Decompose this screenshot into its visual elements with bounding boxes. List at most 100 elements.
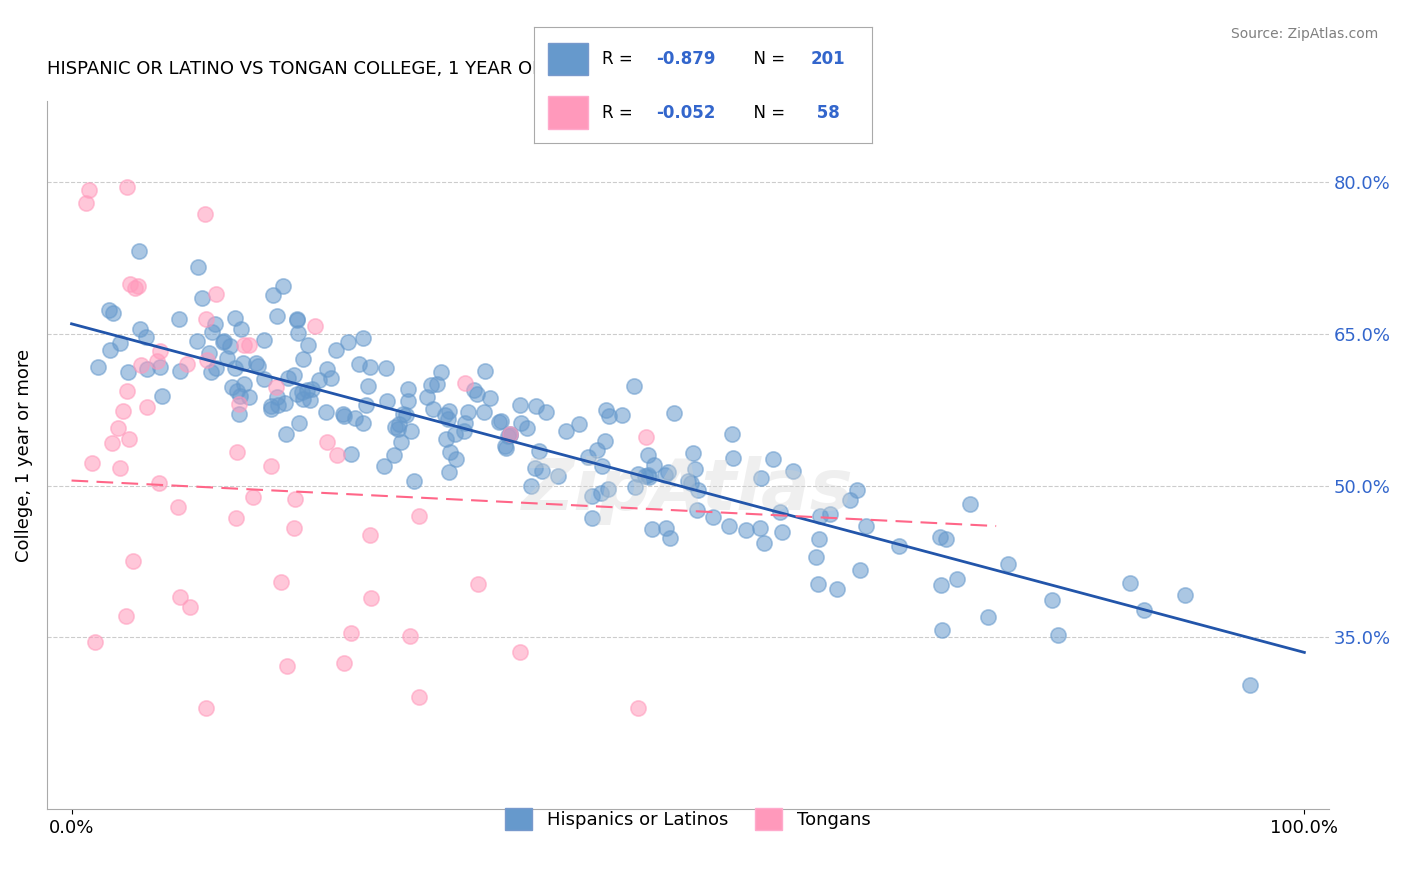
Point bbox=[301, 382, 323, 396]
Point bbox=[267, 398, 290, 412]
Point bbox=[169, 364, 191, 378]
Point bbox=[509, 644, 531, 658]
Point bbox=[287, 326, 309, 340]
Point bbox=[373, 459, 395, 474]
Point bbox=[118, 432, 141, 446]
Point bbox=[388, 417, 411, 431]
Point bbox=[589, 486, 612, 500]
Point bbox=[683, 462, 706, 476]
Point bbox=[682, 446, 704, 460]
Point bbox=[375, 394, 398, 409]
Point bbox=[637, 448, 659, 462]
Point bbox=[357, 379, 380, 393]
Point bbox=[332, 407, 354, 421]
Point bbox=[117, 365, 139, 379]
Point bbox=[643, 458, 665, 472]
Point bbox=[454, 376, 477, 390]
Point bbox=[976, 610, 998, 624]
Point bbox=[686, 483, 709, 497]
Point bbox=[201, 325, 224, 339]
Point bbox=[215, 351, 238, 366]
Point bbox=[845, 483, 868, 497]
Point bbox=[219, 339, 242, 353]
Text: HISPANIC OR LATINO VS TONGAN COLLEGE, 1 YEAR OR MORE CORRELATION CHART: HISPANIC OR LATINO VS TONGAN COLLEGE, 1 … bbox=[46, 60, 804, 78]
Point bbox=[770, 525, 793, 540]
Point bbox=[1132, 603, 1154, 617]
Point bbox=[762, 451, 785, 466]
Point bbox=[997, 557, 1019, 571]
Point bbox=[225, 384, 247, 398]
Point bbox=[735, 523, 758, 537]
Point bbox=[124, 281, 146, 295]
Point bbox=[98, 343, 121, 357]
Text: -0.052: -0.052 bbox=[655, 103, 716, 121]
Point bbox=[434, 432, 457, 446]
Point bbox=[375, 361, 398, 376]
Point bbox=[352, 416, 374, 430]
Point bbox=[108, 460, 131, 475]
Point bbox=[277, 371, 299, 385]
Point bbox=[638, 469, 661, 483]
Point bbox=[396, 394, 419, 409]
Point bbox=[198, 345, 221, 359]
Point bbox=[527, 443, 550, 458]
Point bbox=[285, 312, 308, 326]
Point bbox=[291, 384, 314, 399]
Point bbox=[129, 321, 152, 335]
Point bbox=[284, 491, 307, 506]
Point bbox=[339, 447, 361, 461]
Point bbox=[946, 572, 969, 586]
Point bbox=[297, 337, 319, 351]
Point bbox=[285, 313, 308, 327]
Point bbox=[146, 353, 169, 368]
Point bbox=[498, 429, 520, 443]
Point bbox=[186, 260, 208, 275]
Point bbox=[520, 479, 543, 493]
Point bbox=[226, 445, 249, 459]
Point bbox=[489, 414, 512, 428]
Point bbox=[524, 399, 547, 413]
Point bbox=[624, 480, 647, 494]
Point bbox=[274, 426, 297, 441]
Point bbox=[291, 392, 314, 407]
Point bbox=[169, 312, 191, 326]
Point bbox=[637, 467, 659, 482]
Point bbox=[1239, 678, 1261, 692]
Point bbox=[495, 442, 517, 456]
Point bbox=[749, 521, 772, 535]
Point bbox=[200, 365, 222, 379]
Y-axis label: College, 1 year or more: College, 1 year or more bbox=[15, 349, 32, 562]
Point bbox=[176, 357, 198, 371]
Point bbox=[718, 519, 741, 533]
Point bbox=[1118, 575, 1140, 590]
Point bbox=[531, 464, 554, 478]
Point bbox=[304, 318, 326, 333]
Point bbox=[194, 207, 217, 221]
Point bbox=[260, 401, 283, 416]
Text: N =: N = bbox=[744, 50, 790, 68]
Point bbox=[959, 497, 981, 511]
Point bbox=[479, 391, 502, 405]
Point bbox=[524, 461, 547, 475]
Point bbox=[596, 482, 619, 496]
Point bbox=[179, 599, 201, 614]
Point bbox=[149, 343, 172, 358]
Point bbox=[610, 408, 633, 422]
Point bbox=[186, 334, 208, 348]
Point bbox=[127, 278, 149, 293]
Point bbox=[359, 359, 381, 374]
Point bbox=[315, 362, 337, 376]
Point bbox=[721, 427, 744, 442]
Point bbox=[657, 466, 679, 480]
Point bbox=[807, 576, 830, 591]
Point bbox=[384, 419, 406, 434]
Point bbox=[326, 448, 349, 462]
Point bbox=[568, 417, 591, 432]
Point bbox=[935, 532, 957, 546]
Text: 58: 58 bbox=[811, 103, 839, 121]
Point bbox=[782, 464, 804, 478]
Point bbox=[439, 444, 461, 458]
Point bbox=[205, 361, 228, 376]
Point bbox=[593, 434, 616, 448]
Point bbox=[228, 397, 250, 411]
